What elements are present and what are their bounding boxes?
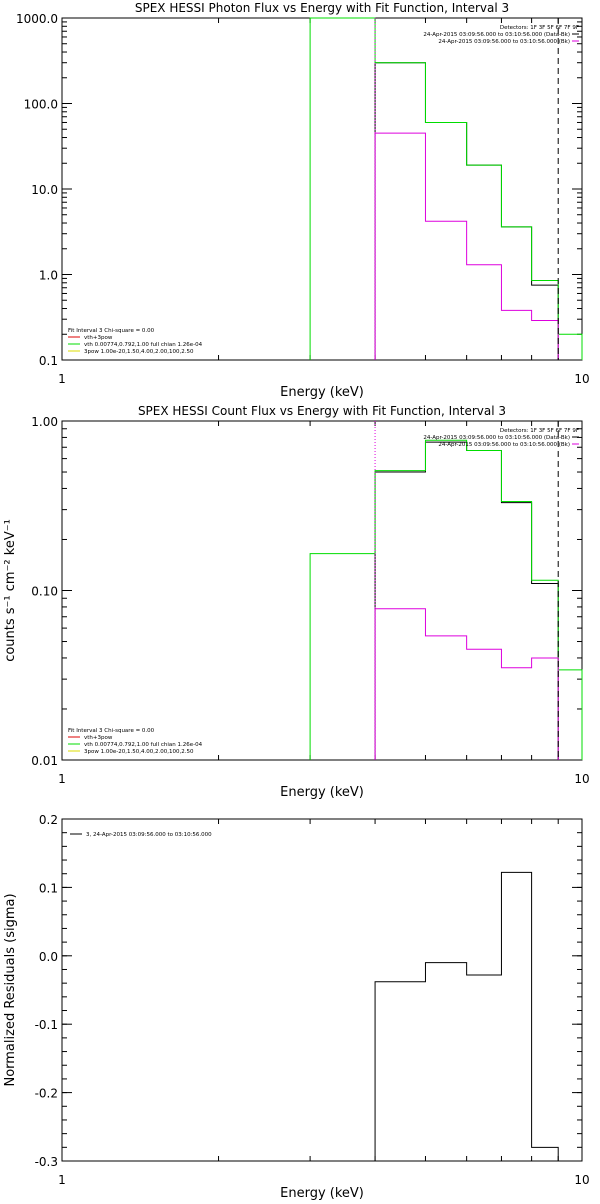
plot-frame	[61, 818, 583, 1162]
series-1-line	[374, 441, 559, 760]
chart-panel-2: SPEX HESSI Count Flux vs Energy with Fit…	[3, 404, 590, 800]
legend-entry: 24-Apr-2015 03:09:56.000 to 03:10:56.000…	[423, 32, 570, 38]
y-axis-label: Normalized Residuals (sigma)	[3, 893, 18, 1086]
x-axis-label: Energy (keV)	[280, 1186, 364, 1200]
series-3-line	[374, 132, 559, 360]
y-tick-label: 0.1	[39, 354, 58, 368]
legend-entry: vth+3pow	[84, 335, 113, 341]
y-tick-label: 1000.0	[16, 12, 58, 26]
y-tick-label: -0.2	[35, 1087, 58, 1101]
legend-entry: 24-Apr-2015 03:09:56.000 to 03:10:56.000…	[423, 435, 570, 441]
x-axis-label: Energy (keV)	[280, 385, 364, 400]
y-tick-label: 0.0	[39, 950, 58, 964]
y-tick-label: 10.0	[31, 183, 58, 197]
legend-entry: vth+3pow	[84, 735, 113, 741]
legend-entry: Detectors: 1F 3F 5F 6F 7F 9F	[500, 25, 579, 31]
chart-panel-1: SPEX HESSI Photon Flux vs Energy with Fi…	[16, 1, 590, 400]
legend-entry: Fit Interval 3 Chi-square = 0.00	[68, 728, 155, 734]
y-tick-label: 0.01	[31, 754, 58, 768]
y-tick-label: 100.0	[24, 98, 58, 112]
y-tick-label: -0.3	[35, 1155, 58, 1169]
plot-frame	[61, 17, 583, 361]
chart-title: SPEX HESSI Photon Flux vs Energy with Fi…	[135, 1, 509, 15]
y-tick-label: 1.00	[31, 415, 58, 429]
legend-entry: Fit Interval 3 Chi-square = 0.00	[68, 328, 155, 334]
legend-top-right: Detectors: 1F 3F 5F 6F 7F 9F24-Apr-2015 …	[423, 25, 579, 45]
legend-entry: vth 0.00774,0.792,1.00 full chian 1.26e-…	[84, 742, 203, 748]
legend-entry: 3pow 1.00e-20,1.50,4.00,2.00,100,2.50	[84, 349, 194, 355]
legend-entry: Detectors: 1F 3F 5F 6F 7F 9F	[500, 428, 579, 434]
y-tick-label: -0.1	[35, 1018, 58, 1032]
x-tick-label: 1	[58, 372, 66, 386]
chart-panel-3: 1 10 -0.3 -0.2 -0.1 0.0 0.1 0.2 Energy (keV) Norm…	[3, 813, 590, 1201]
legend-entry: 3, 24-Apr-2015 03:09:56.000 to 03:10:56.…	[86, 832, 212, 838]
series-3-line	[374, 608, 559, 760]
series-1-line	[374, 62, 559, 360]
y-tick-label: 1.0	[39, 269, 58, 283]
y-axis-label: counts s⁻¹ cm⁻² keV⁻¹	[3, 519, 18, 662]
series-2-line	[309, 439, 583, 760]
legend-entry: vth 0.00774,0.792,1.00 full chian 1.26e-…	[84, 342, 203, 348]
legend-entry: 3pow 1.00e-20,1.50,4.00,2.00,100,2.50	[84, 749, 194, 755]
plot-frame	[61, 420, 583, 761]
legend-bottom-left: Fit Interval 3 Chi-square = 0.00vth+3pow…	[68, 328, 203, 355]
x-tick-label: 1	[58, 1173, 66, 1187]
series-2-line	[309, 17, 583, 360]
y-tick-label: 0.2	[39, 813, 58, 827]
x-axis-label: Energy (keV)	[280, 785, 364, 800]
x-tick-label: 1	[58, 772, 66, 786]
x-tick-label: 10	[574, 1173, 589, 1187]
series-1-line	[374, 871, 559, 1161]
legend-entry: 24-Apr-2015 03:09:56.000 to 03:10:56.000…	[438, 442, 570, 448]
legend-entry: 24-Apr-2015 03:09:56.000 to 03:10:56.000…	[438, 39, 570, 45]
legend-top-right: Detectors: 1F 3F 5F 6F 7F 9F24-Apr-2015 …	[423, 428, 579, 448]
x-tick-label: 10	[574, 772, 589, 786]
legend-top-left: 3, 24-Apr-2015 03:09:56.000 to 03:10:56.…	[70, 832, 212, 838]
y-tick-label: 0.1	[39, 881, 58, 895]
chart-title: SPEX HESSI Count Flux vs Energy with Fit…	[138, 404, 506, 418]
y-tick-label: 0.10	[31, 585, 58, 599]
legend-bottom-left: Fit Interval 3 Chi-square = 0.00vth+3pow…	[68, 728, 203, 755]
x-tick-label: 10	[574, 372, 589, 386]
